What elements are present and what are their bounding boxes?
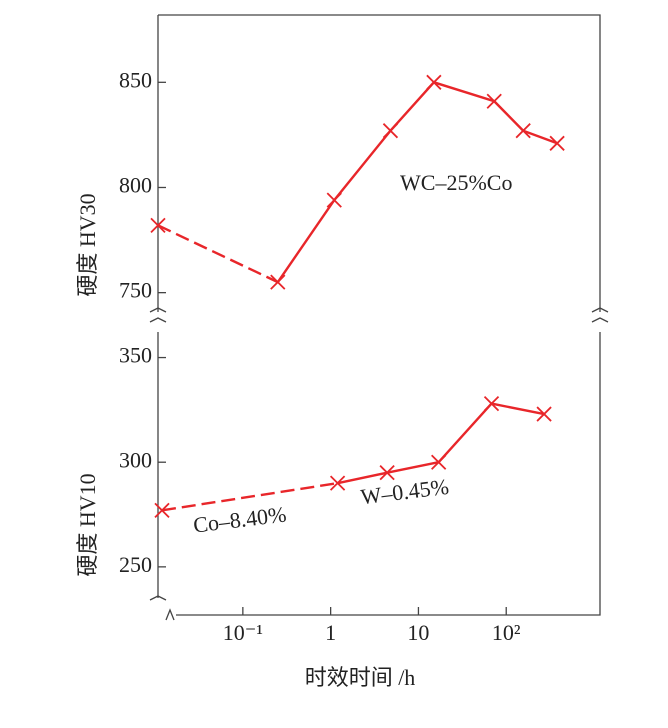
y-tick-label: 850	[119, 67, 152, 92]
x-axis-title: 时效时间 /h	[305, 665, 416, 690]
y-tick-label: 750	[119, 278, 152, 303]
y-axis-title: 硬度 HV30	[75, 193, 100, 296]
marker	[431, 454, 447, 470]
marker	[150, 217, 166, 233]
y-axis-title: 硬度 HV10	[75, 473, 100, 576]
line	[337, 402, 545, 485]
frame	[149, 14, 609, 621]
y-tick-label: 350	[119, 343, 152, 368]
y-tick-label: 800	[119, 173, 152, 198]
y-tick-label: 250	[119, 552, 152, 577]
marker	[515, 123, 531, 139]
x-tick-label: 1	[325, 620, 336, 645]
marker	[483, 395, 500, 412]
x-tick-label: 10⁻¹	[223, 620, 263, 645]
marker	[270, 274, 286, 290]
marker	[486, 93, 502, 109]
marker	[549, 135, 565, 151]
annotation: Co–8.40%	[192, 501, 288, 537]
marker	[536, 406, 552, 422]
marker	[382, 123, 399, 139]
x-tick-label: 10²	[492, 620, 521, 645]
marker	[426, 74, 442, 90]
x-tick-label: 10	[407, 620, 429, 645]
line-dashed	[161, 481, 338, 512]
marker	[329, 475, 346, 491]
annotation: W–0.45%	[359, 474, 450, 510]
marker	[326, 192, 342, 208]
marker	[379, 465, 395, 481]
line-dashed	[157, 224, 279, 284]
y-tick-label: 300	[119, 447, 152, 472]
marker	[154, 502, 170, 518]
annotation: WC–25%Co	[400, 170, 512, 195]
